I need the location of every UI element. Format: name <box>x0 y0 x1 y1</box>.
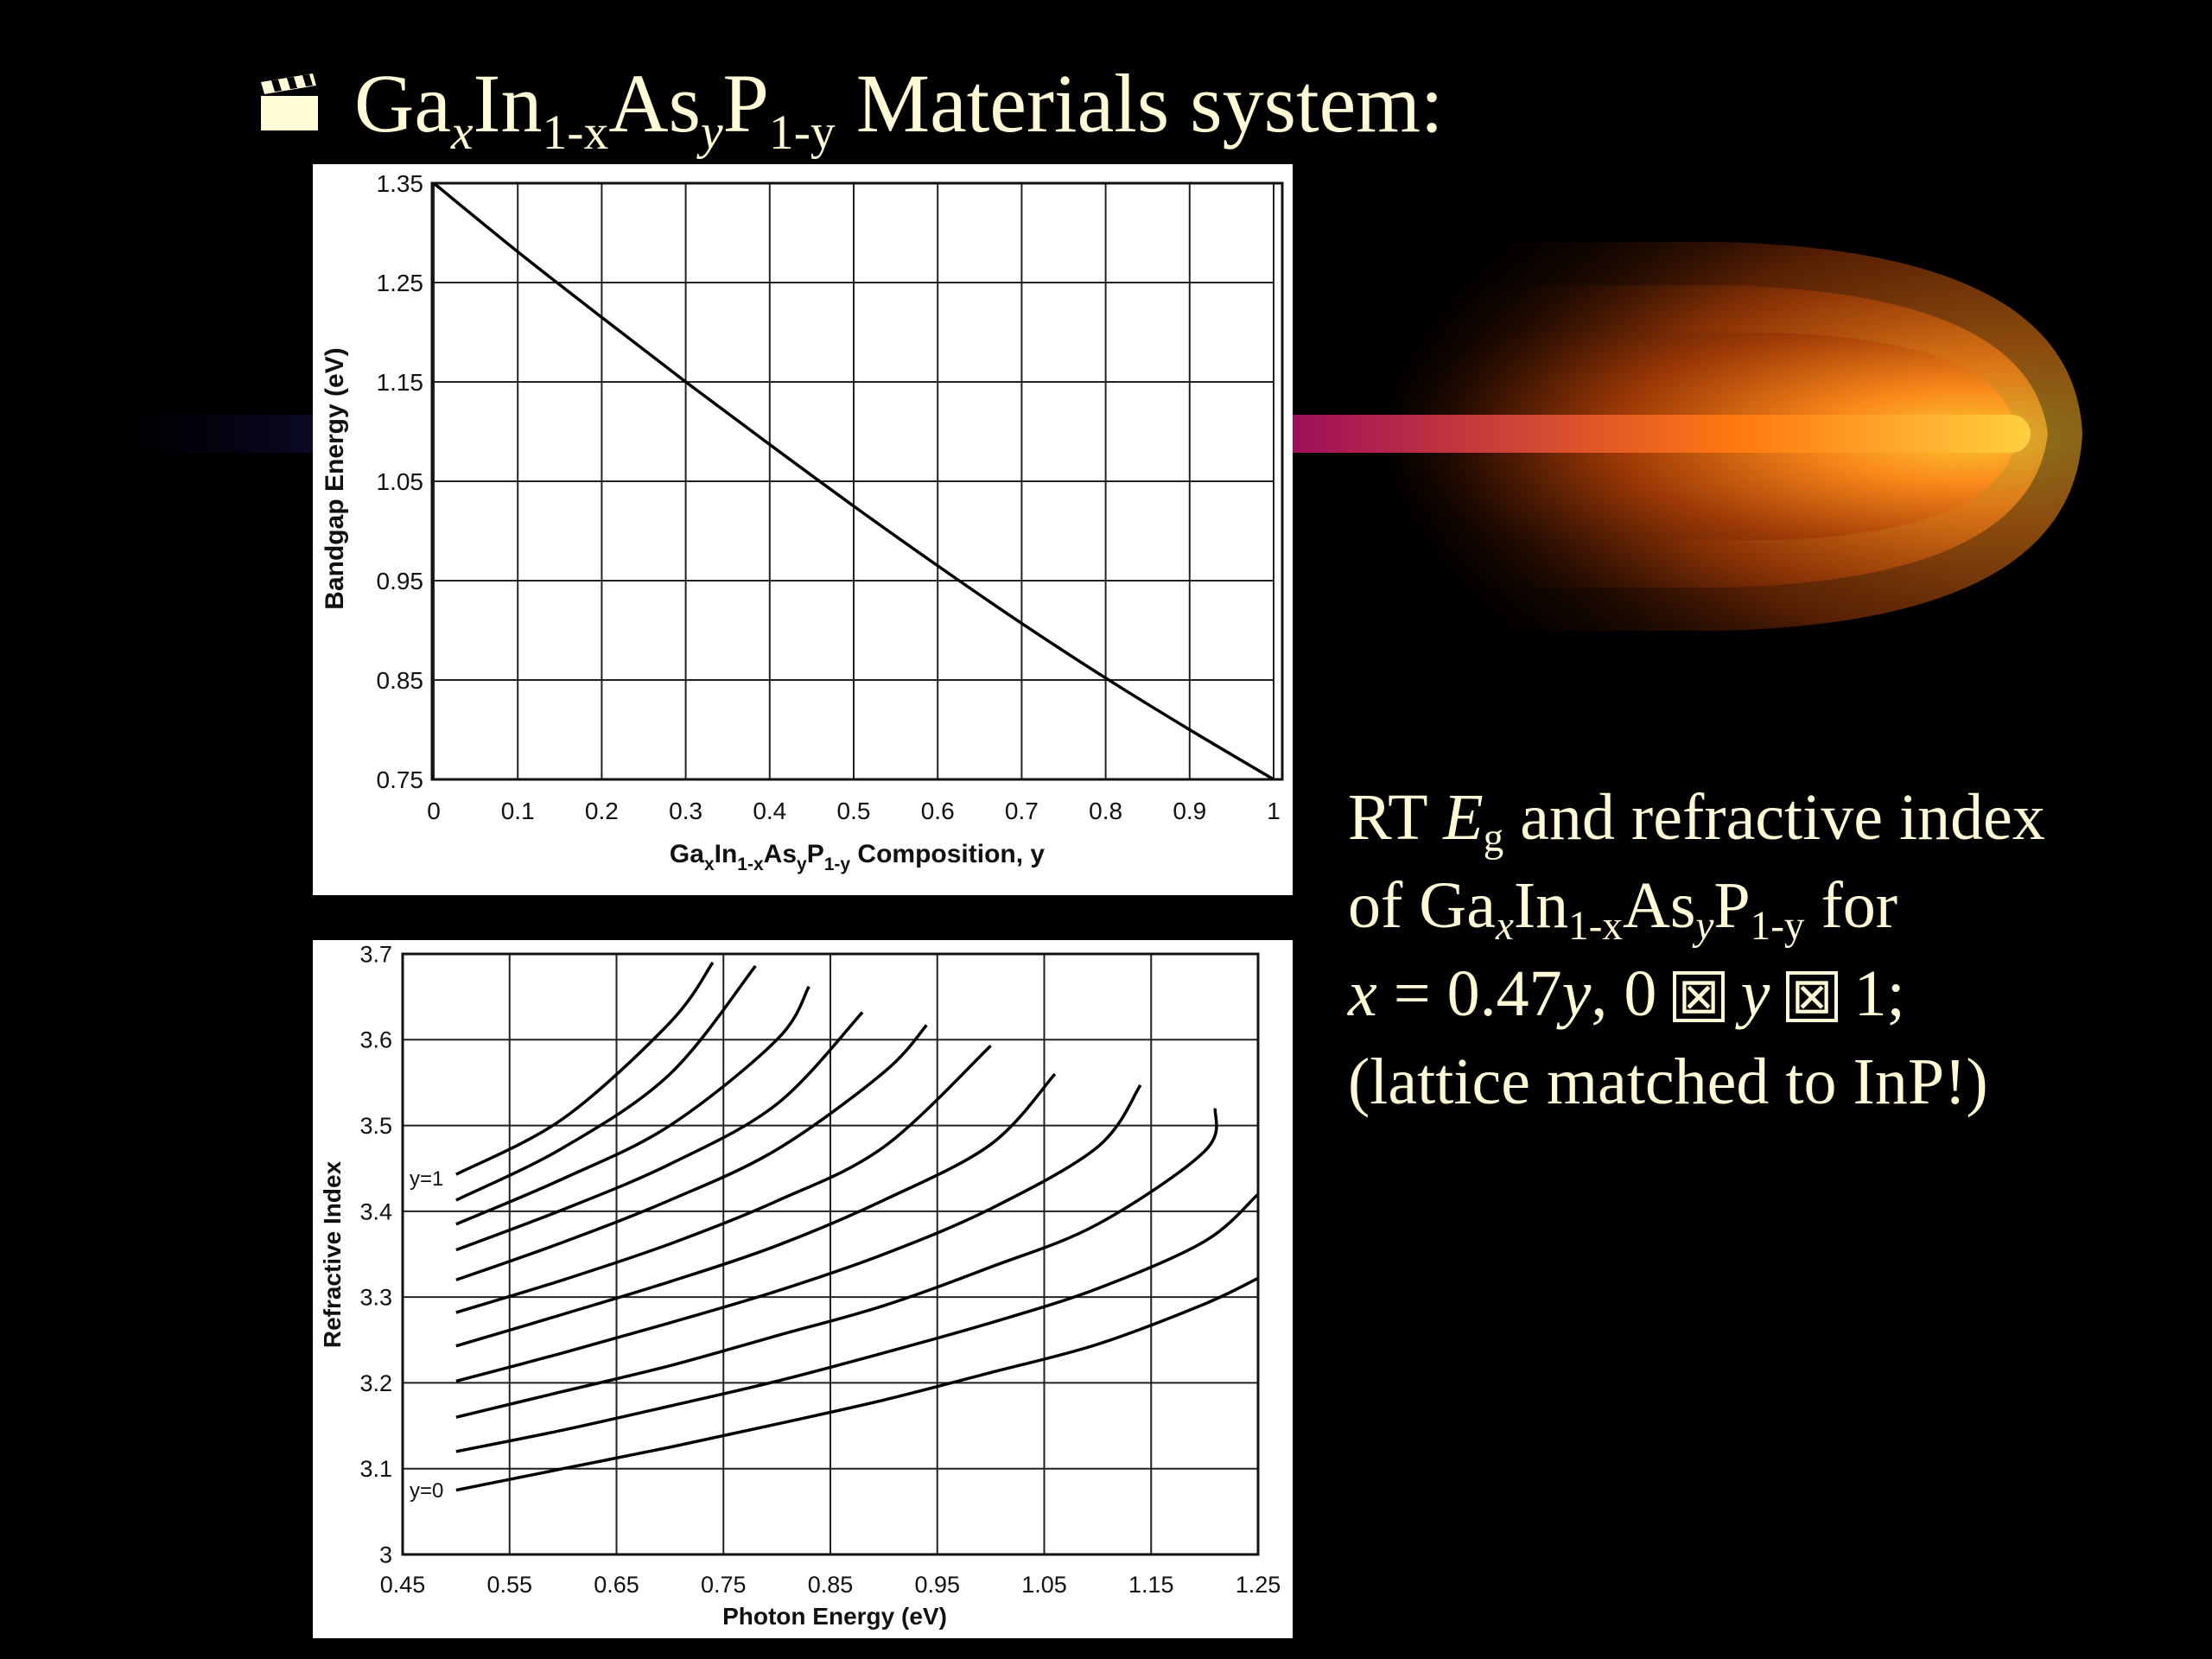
bandgap-chart-svg: 0 0.1 0.2 0.3 0.4 0.5 0.6 0.7 0.8 0.9 1 0.75 0.85 0.9… <box>321 170 1284 874</box>
caption-line-4: (lattice matched to InP!) <box>1348 1046 1988 1118</box>
y-tick-label: 3.2 <box>359 1370 392 1396</box>
series-line-10 <box>455 1276 1259 1492</box>
x-tick-label: 0.85 <box>808 1572 854 1598</box>
x-tick-label: 0.75 <box>701 1572 747 1598</box>
bandgap-ylabel: Bandgap Energy (eV) <box>321 347 349 609</box>
x-tick-label: 1.25 <box>1236 1572 1281 1598</box>
y-tick-label: 3.5 <box>359 1113 392 1139</box>
refractive-index-chart-svg: 0.45 0.55 0.65 0.75 0.85 0.95 1.05 1.15 1.25 3 3.1… <box>319 941 1281 1630</box>
y-tick-label: 1.35 <box>377 170 424 197</box>
boxed-x-symbol: ⊠ <box>1673 971 1725 1023</box>
x-tick-label: 0.65 <box>594 1572 639 1598</box>
slide-title: GaxIn1-xAsyP1-y Materials system: <box>259 52 1444 161</box>
x-tick-label: 0.4 <box>753 798 786 824</box>
x-tick-label: 0.45 <box>380 1572 426 1598</box>
x-tick-label: 0.95 <box>914 1572 960 1598</box>
series-line-5 <box>455 1044 992 1314</box>
x-tick-label: 0.6 <box>921 798 955 824</box>
y-tick-label: 1.15 <box>377 369 424 396</box>
x-tick-label: 1.05 <box>1021 1572 1067 1598</box>
annotation-y1: y=1 <box>410 1167 443 1191</box>
caption-text: RT Eg and refractive index of GaxIn1-xAs… <box>1348 773 2203 1126</box>
series-line-9 <box>455 1192 1260 1453</box>
y-tick-label: 3 <box>379 1541 392 1567</box>
x-tick-label: 1.15 <box>1128 1572 1174 1598</box>
x-tick-label: 1 <box>1267 798 1281 824</box>
x-tick-label: 0.9 <box>1173 798 1206 824</box>
caption-line-1: RT Eg and refractive index <box>1348 781 2045 861</box>
refractive-xlabel: Photon Energy (eV) <box>722 1603 947 1630</box>
x-tick-label: 0.3 <box>669 798 702 824</box>
series-line-3 <box>455 1011 864 1252</box>
x-tick-label: 0.2 <box>585 798 619 824</box>
series-line-4 <box>455 1024 928 1281</box>
bandgap-xlabel: GaxIn1-xAsyP1-y Composition, y <box>670 840 1045 874</box>
refractive-index-chart: 0.45 0.55 0.65 0.75 0.85 0.95 1.05 1.15 1.25 3 3.1… <box>313 940 1293 1638</box>
y-tick-label: 0.95 <box>377 568 424 594</box>
bandgap-chart: 0 0.1 0.2 0.3 0.4 0.5 0.6 0.7 0.8 0.9 1 0.75 0.85 0.9… <box>313 164 1293 895</box>
series-line-7 <box>455 1084 1142 1383</box>
caption-line-3: x = 0.47y, 0 ⊠ y ⊠ 1; <box>1348 957 1905 1030</box>
y-tick-label: 3.7 <box>359 941 392 967</box>
y-tick-label: 0.75 <box>377 766 424 793</box>
title-text: GaxIn1-xAsyP1-y Materials system: <box>354 57 1444 161</box>
x-tick-label: 0 <box>427 798 441 824</box>
caption-line-2: of GaxIn1-xAsyP1-y for <box>1348 869 1898 950</box>
series-line-6 <box>455 1072 1057 1348</box>
series-line-2 <box>455 985 810 1226</box>
y-tick-label: 3.6 <box>359 1027 392 1053</box>
y-tick-label: 0.85 <box>377 667 424 694</box>
x-tick-label: 0.5 <box>837 798 871 824</box>
y-tick-label: 1.05 <box>377 468 424 495</box>
refractive-ylabel: Refractive Index <box>319 1160 346 1348</box>
series-line-8 <box>455 1108 1218 1419</box>
clapperboard-icon <box>261 73 318 130</box>
series-line-0 <box>455 961 715 1176</box>
series-line-1 <box>455 964 757 1202</box>
x-tick-label: 0.55 <box>486 1572 532 1598</box>
x-tick-label: 0.8 <box>1089 798 1122 824</box>
x-tick-label: 0.1 <box>501 798 535 824</box>
x-tick-label: 0.7 <box>1005 798 1039 824</box>
annotation-y0: y=0 <box>410 1479 443 1503</box>
y-tick-label: 1.25 <box>377 270 424 296</box>
y-tick-label: 3.1 <box>359 1456 392 1482</box>
y-tick-label: 3.3 <box>359 1285 392 1311</box>
series-line-0 <box>432 181 1274 781</box>
flame-decoration <box>104 242 2082 631</box>
boxed-x-symbol: ⊠ <box>1786 971 1838 1023</box>
y-tick-label: 3.4 <box>359 1198 392 1224</box>
